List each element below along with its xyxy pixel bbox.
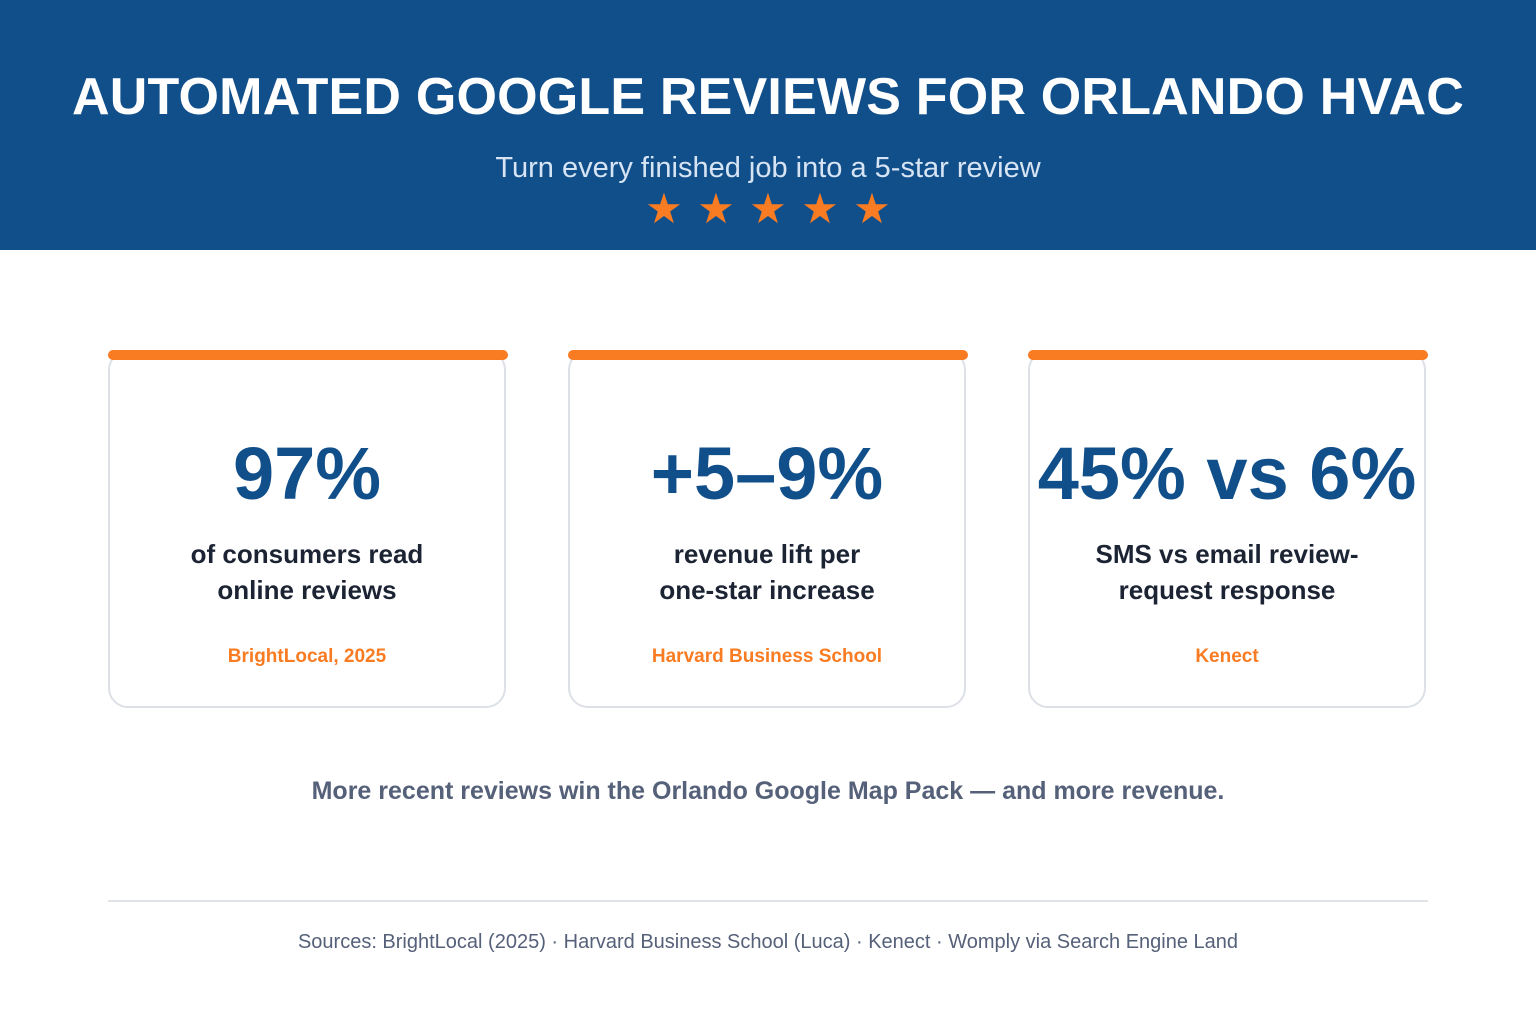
five-star-rating: ★ ★ ★ ★ ★ bbox=[0, 186, 1536, 232]
stat-description: SMS vs email review- request response bbox=[1040, 536, 1414, 608]
stat-source: BrightLocal, 2025 bbox=[227, 646, 387, 667]
sources-footer: Sources: BrightLocal (2025) · Harvard Bu… bbox=[297, 931, 1239, 953]
card-accent-bar bbox=[1028, 350, 1428, 360]
stat-description-line: one-star increase bbox=[659, 575, 875, 605]
star-icon: ★ bbox=[853, 185, 891, 232]
stat-value: 97% bbox=[232, 432, 382, 515]
stat-card-consumers: 97% of consumers read online reviews Bri… bbox=[108, 350, 508, 708]
divider bbox=[108, 900, 1428, 902]
stat-description: of consumers read online reviews bbox=[120, 536, 494, 608]
card-accent-bar bbox=[108, 350, 508, 360]
stat-description-line: SMS vs email review- bbox=[1095, 539, 1359, 569]
stat-value: 45% vs 6% bbox=[1037, 432, 1417, 515]
stat-description-line: revenue lift per bbox=[673, 539, 861, 569]
header-banner: AUTOMATED GOOGLE REVIEWS FOR ORLANDO HVA… bbox=[0, 0, 1536, 250]
card-accent-bar bbox=[568, 350, 968, 360]
star-icon: ★ bbox=[645, 185, 683, 232]
page-subtitle: Turn every finished job into a 5-star re… bbox=[495, 152, 1041, 184]
page-title: AUTOMATED GOOGLE REVIEWS FOR ORLANDO HVA… bbox=[72, 68, 1464, 126]
stat-source: Kenect bbox=[1195, 646, 1259, 667]
stat-description-line: online reviews bbox=[217, 575, 397, 605]
star-icon: ★ bbox=[801, 185, 839, 232]
stat-value: +5–9% bbox=[650, 432, 884, 515]
stat-description-line: request response bbox=[1118, 575, 1336, 605]
stat-card-revenue: +5–9% revenue lift per one-star increase… bbox=[568, 350, 968, 708]
stat-source: Harvard Business School bbox=[651, 646, 883, 667]
stat-card-sms: 45% vs 6% SMS vs email review- request r… bbox=[1028, 350, 1428, 708]
stat-description-line: of consumers read bbox=[190, 539, 424, 569]
star-icon: ★ bbox=[749, 185, 787, 232]
tagline: More recent reviews win the Orlando Goog… bbox=[311, 777, 1225, 805]
star-icon: ★ bbox=[697, 185, 735, 232]
stat-description: revenue lift per one-star increase bbox=[580, 536, 954, 608]
